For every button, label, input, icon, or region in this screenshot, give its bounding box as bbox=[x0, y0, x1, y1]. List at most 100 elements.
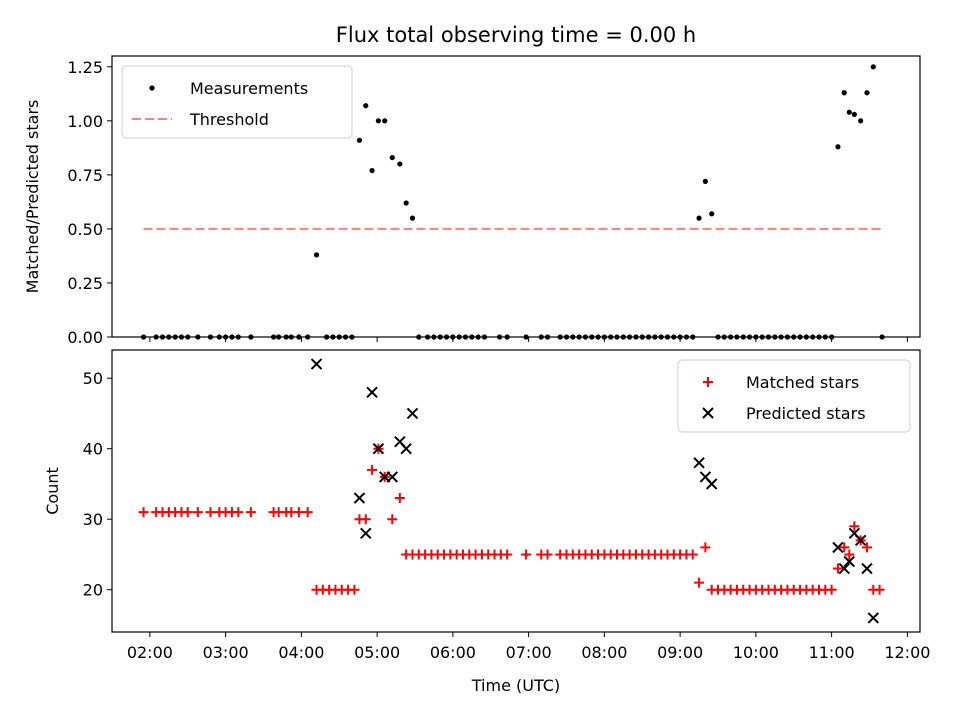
data-point bbox=[844, 549, 855, 560]
data-point bbox=[542, 549, 553, 560]
data-point bbox=[861, 542, 872, 553]
data-point bbox=[367, 464, 378, 475]
x-tick-label: 10:00 bbox=[733, 643, 779, 662]
legend-box bbox=[121, 65, 353, 139]
data-point bbox=[406, 407, 419, 420]
y-tick-label: 0.50 bbox=[67, 220, 103, 239]
data-point bbox=[313, 252, 320, 258]
data-point bbox=[521, 549, 532, 560]
x-tick-label: 04:00 bbox=[278, 643, 324, 662]
data-point bbox=[832, 563, 843, 574]
y-tick-label: 20 bbox=[83, 581, 103, 600]
data-point bbox=[397, 161, 403, 167]
x-axis-label: Time (UTC) bbox=[471, 676, 560, 695]
data-point bbox=[709, 211, 715, 217]
series-predicted-stars bbox=[310, 358, 879, 624]
y-axis-label: Matched/Predicted stars bbox=[23, 100, 42, 294]
plot-frame bbox=[111, 349, 921, 633]
data-point bbox=[864, 90, 870, 96]
data-point bbox=[353, 492, 366, 504]
x-tick-label: 06:00 bbox=[430, 643, 476, 662]
legend-box bbox=[677, 359, 911, 433]
legend-label: Measurements bbox=[190, 79, 308, 98]
bottom-panel: 20 30 40 50 02:00 03:00 04:00 05:00 06:00 07:00 08… bbox=[43, 349, 930, 695]
plot-frame bbox=[111, 55, 921, 338]
legend-marker bbox=[703, 377, 713, 387]
data-point bbox=[694, 577, 705, 588]
data-point bbox=[356, 137, 363, 143]
data-point bbox=[182, 507, 193, 518]
data-point bbox=[245, 507, 256, 518]
data-point bbox=[867, 612, 879, 624]
data-point bbox=[369, 167, 375, 174]
data-point bbox=[205, 507, 216, 518]
data-point bbox=[138, 507, 149, 518]
data-point bbox=[849, 521, 860, 532]
data-point bbox=[360, 527, 372, 540]
data-point bbox=[841, 90, 847, 96]
data-point bbox=[870, 64, 876, 70]
data-point bbox=[394, 493, 405, 504]
data-point bbox=[854, 534, 867, 547]
legend: Measurements Threshold bbox=[121, 65, 353, 139]
data-point bbox=[687, 549, 698, 560]
data-point bbox=[826, 584, 837, 595]
data-point bbox=[861, 562, 873, 575]
data-point bbox=[409, 215, 416, 221]
x-tick-label: 03:00 bbox=[203, 643, 249, 662]
chart-title: Flux total observing time = 0.00 h bbox=[336, 23, 696, 47]
data-point bbox=[693, 457, 705, 469]
data-point bbox=[700, 542, 711, 553]
top-panel: 0.00 0.25 0.50 0.75 1.00 1.25 Matched/Predicte… bbox=[23, 55, 921, 347]
data-point bbox=[696, 215, 702, 221]
x-tick-label: 08:00 bbox=[581, 643, 627, 662]
data-point bbox=[372, 442, 385, 455]
data-point bbox=[502, 549, 513, 560]
y-tick-label: 0.00 bbox=[67, 328, 103, 347]
data-point bbox=[349, 584, 360, 595]
x-tick-label: 02:00 bbox=[127, 643, 173, 662]
data-point bbox=[835, 144, 841, 150]
data-point bbox=[302, 507, 313, 518]
data-point bbox=[403, 200, 409, 206]
y-tick-label: 1.25 bbox=[67, 58, 103, 77]
x-tick-label: 11:00 bbox=[809, 643, 855, 662]
data-point bbox=[366, 386, 378, 399]
data-point bbox=[386, 471, 398, 483]
y-axis-label: Count bbox=[43, 467, 62, 515]
data-point bbox=[192, 507, 203, 518]
data-point bbox=[360, 514, 371, 525]
data-point bbox=[839, 542, 850, 553]
data-point bbox=[387, 514, 398, 525]
data-point bbox=[389, 154, 395, 161]
data-point bbox=[838, 562, 850, 575]
legend: Matched stars Predicted stars bbox=[677, 359, 911, 433]
data-point bbox=[375, 118, 381, 124]
series-matched-stars bbox=[138, 443, 885, 595]
data-point bbox=[382, 118, 388, 124]
data-point bbox=[832, 541, 844, 554]
data-point bbox=[293, 507, 304, 518]
data-point bbox=[874, 584, 885, 595]
data-point bbox=[400, 442, 412, 455]
x-tick-label: 05:00 bbox=[354, 643, 400, 662]
y-tick-label: 50 bbox=[83, 369, 103, 388]
x-tick-label: 09:00 bbox=[657, 643, 703, 662]
data-point bbox=[705, 478, 718, 490]
x-tick-label: 12:00 bbox=[884, 643, 930, 662]
legend-label: Matched stars bbox=[746, 373, 859, 392]
legend-marker bbox=[702, 407, 714, 419]
data-point bbox=[702, 178, 708, 184]
y-tick-label: 0.75 bbox=[67, 166, 103, 185]
x-tick-label: 07:00 bbox=[506, 643, 552, 662]
y-tick-label: 0.25 bbox=[67, 274, 103, 293]
legend-label: Predicted stars bbox=[746, 404, 866, 423]
y-tick-label: 1.00 bbox=[67, 112, 103, 131]
legend-label: Threshold bbox=[189, 110, 269, 129]
data-point bbox=[858, 118, 864, 124]
y-tick-label: 40 bbox=[83, 440, 103, 459]
data-point bbox=[843, 555, 856, 568]
data-point bbox=[233, 507, 244, 518]
data-point bbox=[310, 358, 323, 370]
